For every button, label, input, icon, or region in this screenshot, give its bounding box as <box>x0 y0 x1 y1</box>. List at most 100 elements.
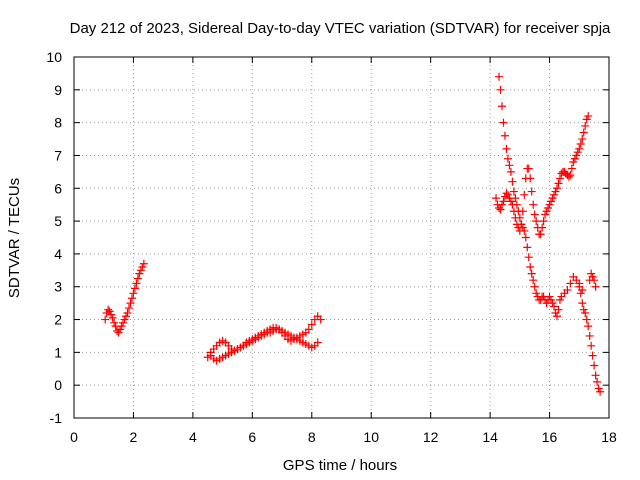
data-point <box>545 292 554 301</box>
grid <box>74 57 609 418</box>
data-point <box>578 299 587 308</box>
data-point <box>133 274 142 283</box>
y-axis-label: SDTVAR / TECUs <box>6 178 23 298</box>
x-tick-label: 2 <box>130 429 138 445</box>
data-point <box>492 194 501 203</box>
x-tick-label: 4 <box>189 429 197 445</box>
data-point <box>518 207 527 216</box>
data-point <box>550 190 559 199</box>
data-point <box>593 377 602 386</box>
y-tick-label: 8 <box>54 115 62 131</box>
data-point <box>108 313 117 322</box>
data-point <box>107 310 116 319</box>
data-point <box>564 172 573 181</box>
data-point <box>587 341 596 350</box>
data-point <box>517 220 526 229</box>
y-tick-label: 3 <box>54 279 62 295</box>
data-point <box>590 361 599 370</box>
x-tick-label: 16 <box>542 429 558 445</box>
data-point <box>505 194 514 203</box>
data-point <box>576 139 585 148</box>
chart-title: Day 212 of 2023, Sidereal Day-to-day VTE… <box>70 20 611 37</box>
data-point <box>551 187 560 196</box>
y-tick-label: 1 <box>54 344 62 360</box>
data-point <box>114 328 123 337</box>
series-segment-3b <box>492 112 600 291</box>
data-point <box>538 223 547 232</box>
data-point <box>136 266 145 275</box>
data-point <box>550 302 559 311</box>
data-point <box>545 200 554 209</box>
data-point <box>581 308 590 317</box>
data-point <box>547 197 556 206</box>
x-axis-label: GPS time / hours <box>283 457 397 474</box>
data-point <box>132 279 141 288</box>
data-point <box>575 279 584 288</box>
data-point <box>316 315 325 324</box>
data-point <box>104 305 113 314</box>
x-tick-label: 0 <box>70 429 78 445</box>
data-point <box>555 174 564 183</box>
data-point <box>509 187 518 196</box>
data-point <box>541 210 550 219</box>
data-point <box>126 299 135 308</box>
data-point <box>582 115 591 124</box>
data-point <box>555 295 564 304</box>
data-point <box>576 289 585 298</box>
data-point <box>552 184 561 193</box>
data-point <box>524 164 533 173</box>
data-point <box>130 284 139 293</box>
y-tick-label: 10 <box>46 49 62 65</box>
data-point <box>552 312 561 321</box>
data-point <box>590 276 599 285</box>
data-point <box>110 318 119 327</box>
data-points <box>101 72 605 396</box>
series-segment-1 <box>101 259 148 337</box>
data-point <box>139 259 148 268</box>
data-point <box>548 194 557 203</box>
data-point <box>509 207 518 216</box>
data-point <box>532 217 541 226</box>
data-point <box>105 307 114 316</box>
y-tick-label: 6 <box>54 180 62 196</box>
y-tick-label: -1 <box>50 410 63 426</box>
data-point <box>578 286 587 295</box>
x-tick-label: 12 <box>423 429 439 445</box>
data-point <box>498 200 506 209</box>
data-point <box>542 207 551 216</box>
plot-frame <box>73 56 610 419</box>
data-point <box>539 217 548 226</box>
data-point <box>496 205 505 214</box>
y-axis: -1 0 1 2 3 4 5 6 7 8 9 10 <box>46 49 609 426</box>
data-point <box>498 102 506 111</box>
data-point <box>530 210 539 219</box>
data-point <box>530 282 539 291</box>
data-point <box>569 158 578 167</box>
data-point <box>570 154 579 163</box>
data-point <box>304 325 313 334</box>
series-segment-3c <box>575 279 605 396</box>
data-point <box>505 161 514 170</box>
data-point <box>579 128 588 137</box>
data-point <box>588 272 597 281</box>
data-point <box>581 121 590 130</box>
series-segment-2b <box>206 312 325 357</box>
data-point <box>116 325 125 334</box>
data-point <box>508 177 517 186</box>
data-point <box>536 230 545 239</box>
data-point <box>575 144 584 153</box>
data-point <box>499 118 508 127</box>
data-point <box>566 171 575 180</box>
data-point <box>526 174 535 183</box>
data-point <box>122 312 131 321</box>
x-tick-label: 18 <box>601 429 617 445</box>
data-point <box>566 279 575 288</box>
data-point <box>101 315 110 324</box>
data-point <box>554 305 563 314</box>
data-point <box>499 197 508 206</box>
data-point <box>588 351 597 360</box>
data-point <box>120 315 129 324</box>
y-tick-label: 0 <box>54 377 62 393</box>
series-segment-2a <box>203 325 322 365</box>
x-tick-label: 14 <box>482 429 498 445</box>
